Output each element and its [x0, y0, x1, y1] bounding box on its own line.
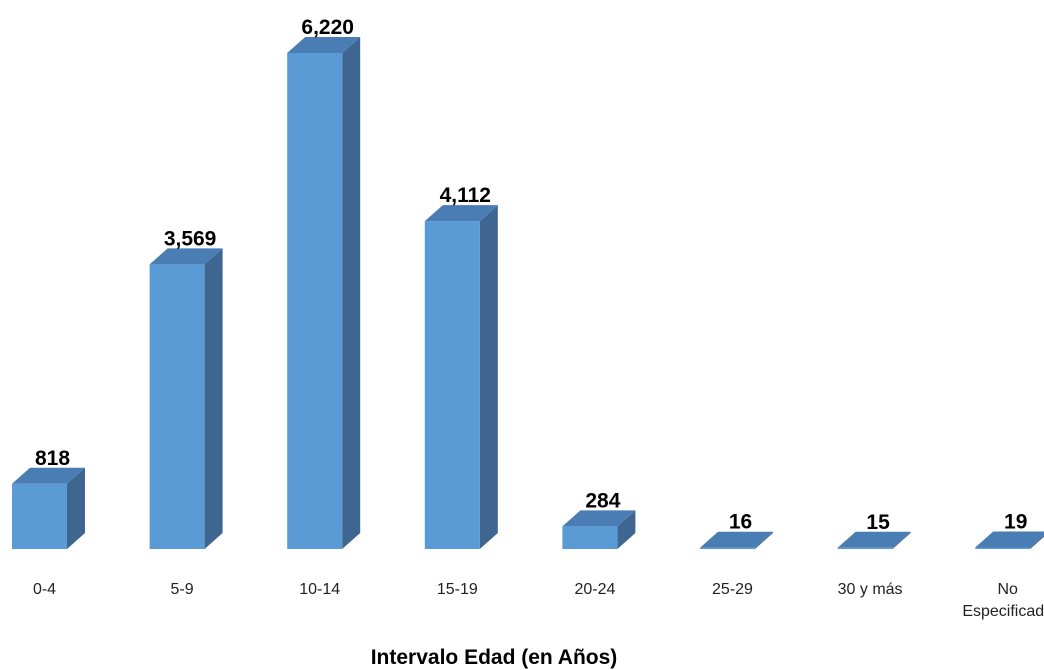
bar-front [424, 221, 480, 549]
value-labels-group: 818 3,569 6,220 4,112 284 16 15 19 [35, 16, 1027, 534]
bar-front [975, 547, 1031, 549]
value-label: 6,220 [301, 16, 354, 39]
bar-no-especificado [975, 531, 1044, 549]
bar-10-14 [287, 37, 361, 549]
x-axis-label: Intervalo Edad (en Años) [371, 646, 618, 669]
bar-side [1030, 535, 1044, 549]
value-label: 16 [729, 511, 752, 534]
bar-side [617, 510, 636, 549]
category-labels-group: 0-4 5-9 10-14 15-19 20-24 25-29 30 y más No Espe… [33, 581, 1044, 620]
value-label: 3,569 [164, 227, 217, 250]
bar-front [149, 264, 205, 549]
bar-30-y-m-s [837, 531, 911, 549]
bar-top [424, 205, 498, 222]
bar-top [837, 531, 911, 548]
bar-side [892, 531, 911, 549]
bars-group [12, 37, 1044, 549]
value-label: 19 [1004, 510, 1027, 533]
bar-0-4 [12, 467, 85, 549]
bar-top [149, 248, 223, 265]
value-label: 818 [35, 447, 70, 470]
bar-side [204, 248, 223, 549]
bar-top [975, 531, 1044, 548]
bar-front [837, 547, 893, 549]
category-label: 20-24 [574, 581, 615, 598]
category-label: 15-19 [437, 581, 478, 598]
bar-15-19 [424, 205, 498, 549]
value-label: 284 [585, 489, 620, 512]
bar-front [562, 526, 618, 549]
bar-25-29 [700, 531, 773, 549]
value-label: 15 [866, 511, 890, 534]
category-label: 30 y más [838, 581, 903, 598]
category-label: 5-9 [171, 581, 194, 598]
bar-front [12, 483, 67, 549]
bar-top [287, 37, 361, 53]
value-label: 4,112 [440, 184, 491, 207]
bar-top [562, 510, 636, 527]
bar-side [67, 467, 85, 549]
category-label: 25-29 [712, 581, 753, 598]
bar-side [342, 37, 361, 549]
bar-20-24 [562, 510, 636, 549]
bar-top [700, 531, 773, 548]
category-label: No Especificado [962, 581, 1044, 620]
bar-5-9 [149, 248, 223, 549]
bar-side [755, 531, 773, 549]
category-label: 10-14 [299, 581, 340, 598]
bar-front [287, 53, 343, 549]
bar-front [700, 547, 755, 549]
category-label: 0-4 [33, 581, 56, 598]
bar-side [479, 205, 498, 549]
bar-top [12, 467, 85, 484]
